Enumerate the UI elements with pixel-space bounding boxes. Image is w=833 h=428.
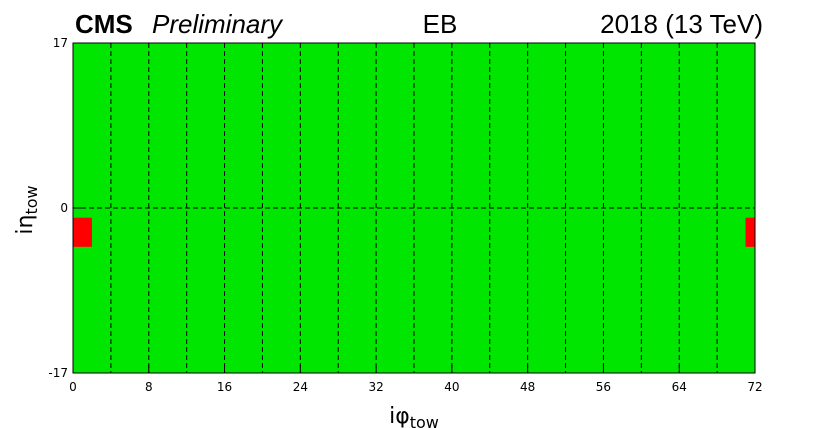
y-tick-labels: -17 0 17 [48, 36, 81, 380]
x-tick-label-72: 72 [747, 380, 762, 394]
x-tick-label-56: 56 [596, 380, 611, 394]
y-axis-title-sub: tow [22, 185, 41, 214]
x-axis-title-sub: tow [410, 413, 439, 428]
run-label: 2018 (13 TeV) [600, 9, 763, 39]
flagged-tower-1 [745, 217, 755, 247]
plot-area [72, 42, 756, 374]
x-tick-labels: 0 8 16 24 32 40 48 56 64 72 [69, 365, 763, 394]
flagged-tower-0 [73, 217, 92, 247]
x-tick-label-40: 40 [444, 380, 459, 394]
y-tick-label-17: 17 [53, 36, 68, 50]
x-axis-title-main: iφ [389, 404, 410, 428]
y-axis-title: iηtow [13, 185, 41, 234]
x-tick-label-48: 48 [520, 380, 535, 394]
x-axis-title: iφtow [389, 404, 439, 428]
y-tick-label--17: -17 [48, 366, 68, 380]
region-label: EB [423, 9, 458, 39]
x-tick-label-64: 64 [672, 380, 687, 394]
x-tick-label-16: 16 [217, 380, 232, 394]
x-tick-label-8: 8 [145, 380, 153, 394]
x-tick-label-24: 24 [293, 380, 308, 394]
x-tick-label-32: 32 [368, 380, 383, 394]
preliminary-label: Preliminary [152, 9, 284, 39]
cms-label: CMS [75, 9, 133, 39]
y-tick-label-0: 0 [60, 201, 68, 215]
y-axis-title-main: iη [13, 215, 38, 235]
x-tick-label-0: 0 [69, 380, 77, 394]
